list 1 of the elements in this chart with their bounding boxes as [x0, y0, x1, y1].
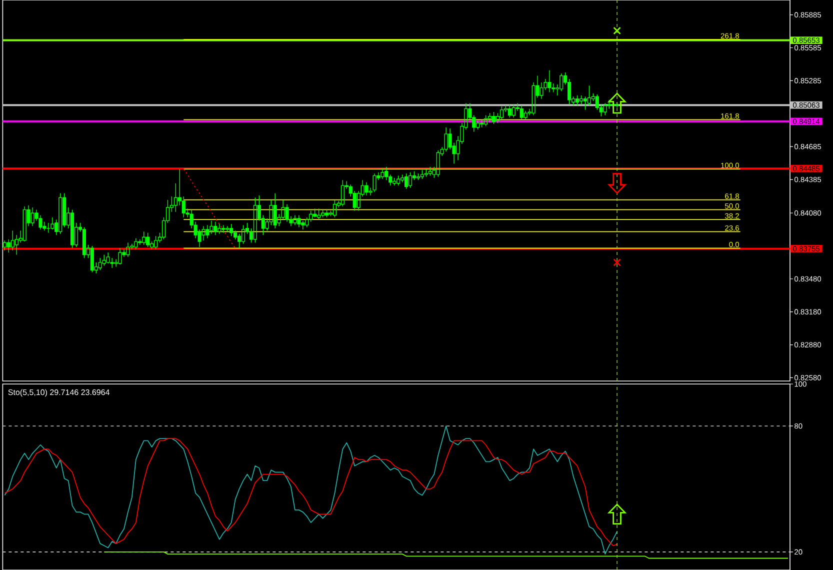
text: Sto(5,5,10) 29.7146 23.6964 [8, 389, 110, 397]
